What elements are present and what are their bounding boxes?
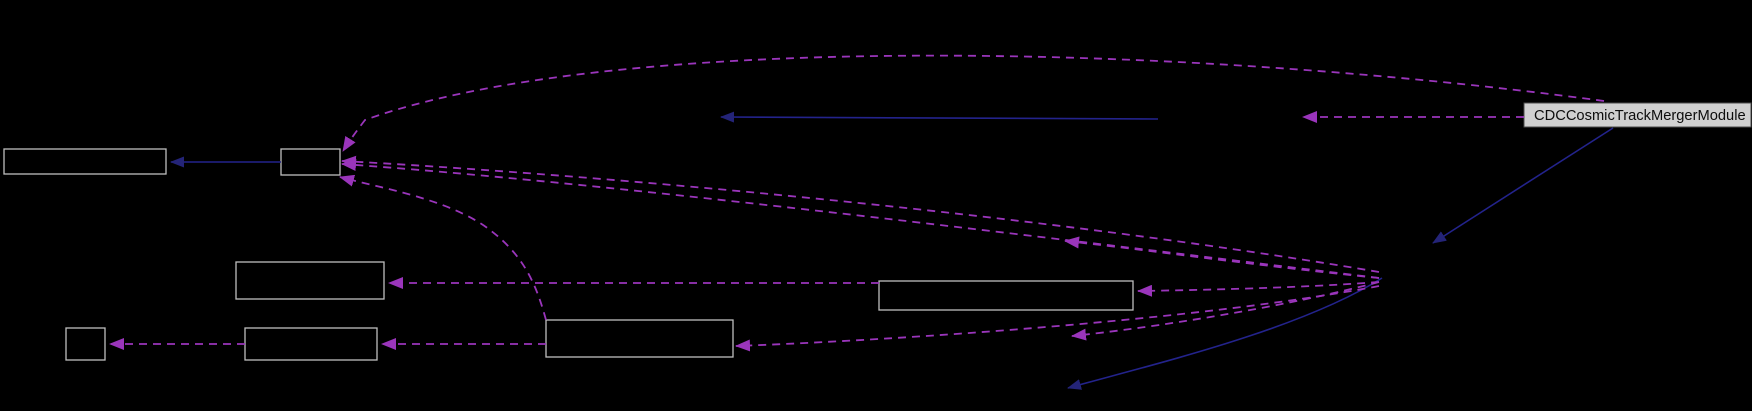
svg-text:CDCCosmicTrackMergerModule: CDCCosmicTrackMergerModule bbox=[1534, 108, 1746, 124]
